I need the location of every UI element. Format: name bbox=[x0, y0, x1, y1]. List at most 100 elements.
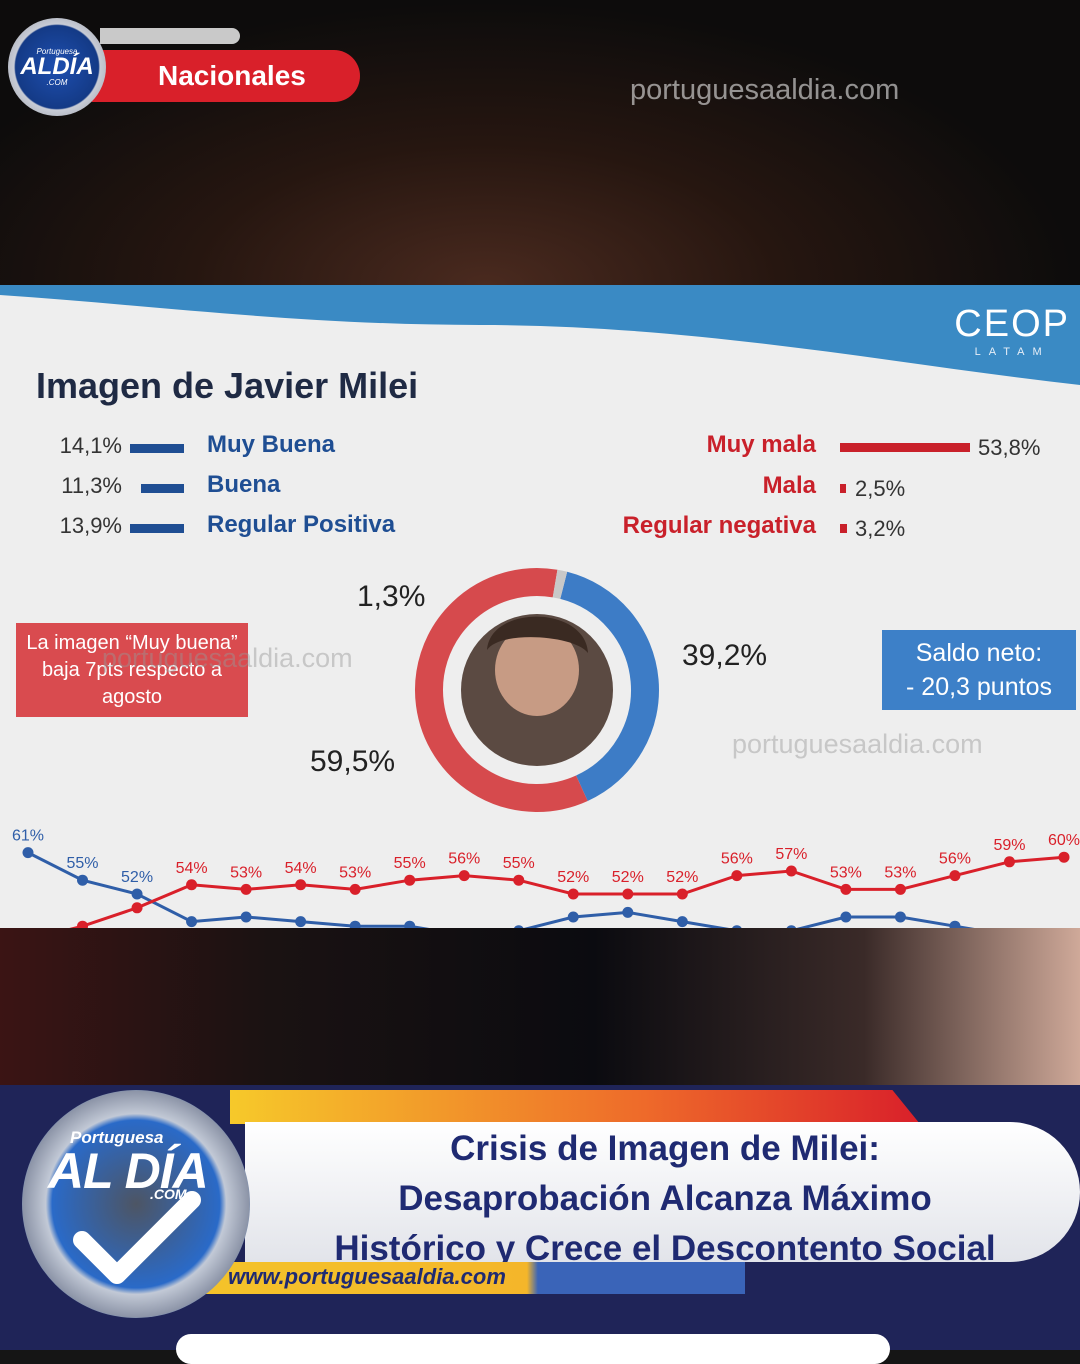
portrait-hair bbox=[487, 616, 588, 653]
positive-bar bbox=[141, 484, 184, 493]
trend-point bbox=[240, 883, 252, 895]
positive-row: 11,3% Buena bbox=[0, 471, 400, 503]
negative-label: Regular negativa bbox=[622, 512, 816, 539]
trend-point bbox=[676, 916, 688, 928]
trend-data-label: 56% bbox=[939, 851, 971, 868]
trend-point bbox=[186, 879, 198, 891]
trend-data-label: 54% bbox=[176, 860, 208, 877]
trend-data-label: 59% bbox=[993, 837, 1025, 854]
trend-data-label: 55% bbox=[394, 855, 426, 872]
trend-data-label: 61% bbox=[12, 828, 44, 845]
negative-bar bbox=[840, 484, 846, 493]
trend-point bbox=[949, 920, 961, 928]
trend-point bbox=[77, 920, 89, 928]
trend-point bbox=[513, 874, 525, 886]
trend-point bbox=[349, 920, 361, 928]
headline: Crisis de Imagen de Milei: Desaprobación… bbox=[262, 1124, 1068, 1274]
positive-row: 13,9% Regular Positiva bbox=[0, 511, 400, 543]
trend-point bbox=[1003, 856, 1015, 868]
positive-pct: 13,9% bbox=[59, 513, 122, 538]
logo-suffix: .COM bbox=[150, 1186, 187, 1202]
brand-logo-small: Portuguesa ALDÍA .COM bbox=[8, 18, 106, 116]
trend-data-label: 52% bbox=[666, 869, 698, 886]
trend-point bbox=[131, 902, 143, 914]
trend-point bbox=[622, 888, 634, 900]
bottom-white-bar bbox=[176, 1334, 890, 1364]
site-url[interactable]: www.portuguesaaldia.com bbox=[228, 1264, 506, 1289]
headline-line: Histórico y Crece el Descontento Social bbox=[334, 1229, 996, 1268]
saldo-line1: Saldo neto: bbox=[915, 639, 1043, 667]
note-box: La imagen “Muy buena” baja 7pts respecto… bbox=[16, 623, 248, 717]
trend-point bbox=[22, 847, 34, 859]
trend-point bbox=[785, 865, 797, 877]
logo-small-text: Portuguesa bbox=[36, 47, 78, 56]
trend-data-label: 52% bbox=[557, 869, 589, 886]
positive-label: Muy Buena bbox=[207, 431, 336, 458]
category-label: Nacionales bbox=[158, 60, 306, 91]
trend-point bbox=[840, 883, 852, 895]
trend-point bbox=[676, 888, 688, 900]
poll-infographic: CEOP LATAM Imagen de Javier Milei 14,1% … bbox=[0, 285, 1080, 928]
trend-point bbox=[77, 874, 89, 886]
trend-point bbox=[186, 916, 198, 928]
negative-label: Muy mala bbox=[706, 431, 816, 458]
trend-point bbox=[514, 925, 524, 928]
trend-data-label: 53% bbox=[230, 864, 262, 881]
trend-data-label: 52% bbox=[121, 869, 153, 886]
ceop-name: CEOP bbox=[954, 303, 1070, 345]
donut-slice-1 bbox=[415, 568, 588, 812]
positive-pct: 11,3% bbox=[61, 473, 122, 498]
donut-slice-0 bbox=[559, 571, 659, 801]
checkmark-icon bbox=[73, 1191, 201, 1284]
trend-point bbox=[732, 925, 742, 928]
category-badge: Nacionales bbox=[92, 50, 360, 102]
ceop-sub: LATAM bbox=[974, 346, 1050, 358]
trend-point bbox=[786, 925, 797, 928]
trend-data-label: 56% bbox=[448, 851, 480, 868]
trend-data-label: 53% bbox=[339, 864, 371, 881]
trend-point bbox=[894, 883, 906, 895]
trend-series-line-1 bbox=[69, 855, 1065, 928]
logo-main-text: ALDÍA bbox=[20, 53, 94, 80]
donut-chart bbox=[415, 568, 659, 812]
badge-stripe bbox=[100, 28, 240, 44]
trend-line-chart: 61% 55% 52% 54% 53% 54% 53% 55% 56% 55% 52% 52% 52% 5… bbox=[12, 828, 1080, 928]
donut-label-blue: 39,2% bbox=[682, 639, 768, 672]
trend-point bbox=[567, 911, 579, 923]
negative-bar bbox=[840, 443, 970, 452]
trend-point bbox=[295, 879, 307, 891]
portrait-face bbox=[495, 624, 579, 716]
saldo-line2: - 20,3 puntos bbox=[906, 673, 1052, 701]
trend-data-label: 55% bbox=[67, 855, 99, 872]
headline-box bbox=[245, 1122, 1080, 1262]
positive-label: Regular Positiva bbox=[207, 511, 396, 538]
negative-label: Mala bbox=[762, 472, 816, 499]
trend-data-label: 53% bbox=[830, 864, 862, 881]
headline-accent-stripe bbox=[230, 1090, 920, 1124]
donut-slice-2 bbox=[552, 569, 568, 599]
positive-row: 14,1% Muy Buena bbox=[0, 431, 400, 463]
watermark-text: portuguesaaldia.com bbox=[102, 643, 353, 673]
trend-point bbox=[458, 870, 470, 882]
background-photo-middle bbox=[0, 928, 1080, 1088]
donut-label-red: 59,5% bbox=[310, 745, 396, 778]
trend-point bbox=[567, 888, 579, 900]
trend-point bbox=[404, 920, 416, 928]
trend-point bbox=[1058, 851, 1070, 863]
trend-data-label: 53% bbox=[884, 864, 916, 881]
domain-watermark: portuguesaaldia.com bbox=[630, 74, 900, 106]
trend-data-label: 57% bbox=[775, 846, 807, 863]
logo-main-text: AL DÍA bbox=[48, 1143, 209, 1199]
trend-point bbox=[404, 874, 416, 886]
ceop-logo: CEOP LATAM bbox=[954, 303, 1070, 358]
saldo-box: Saldo neto: - 20,3 puntos bbox=[882, 630, 1076, 710]
trend-data-label: 54% bbox=[285, 860, 317, 877]
negative-pct: 53,8% bbox=[978, 435, 1041, 460]
header-wave bbox=[0, 285, 1080, 385]
trend-point bbox=[949, 870, 961, 882]
trend-point bbox=[731, 870, 743, 882]
positive-label: Buena bbox=[207, 471, 281, 498]
trend-point bbox=[240, 911, 252, 923]
url-strip: www.portuguesaaldia.com bbox=[200, 1262, 745, 1294]
watermark-text: portuguesaaldia.com bbox=[732, 729, 983, 759]
